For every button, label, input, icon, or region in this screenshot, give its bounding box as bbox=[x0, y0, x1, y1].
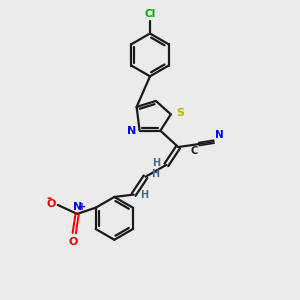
Text: -: - bbox=[46, 192, 52, 205]
Text: Cl: Cl bbox=[144, 9, 156, 19]
Text: H: H bbox=[151, 169, 159, 179]
Text: O: O bbox=[68, 237, 77, 247]
Text: C: C bbox=[190, 146, 198, 155]
Text: N: N bbox=[73, 202, 82, 212]
Text: N: N bbox=[215, 130, 224, 140]
Text: H: H bbox=[140, 190, 148, 200]
Text: H: H bbox=[152, 158, 160, 168]
Text: +: + bbox=[79, 202, 87, 212]
Text: S: S bbox=[176, 108, 184, 118]
Text: N: N bbox=[127, 126, 136, 136]
Text: O: O bbox=[46, 200, 56, 209]
